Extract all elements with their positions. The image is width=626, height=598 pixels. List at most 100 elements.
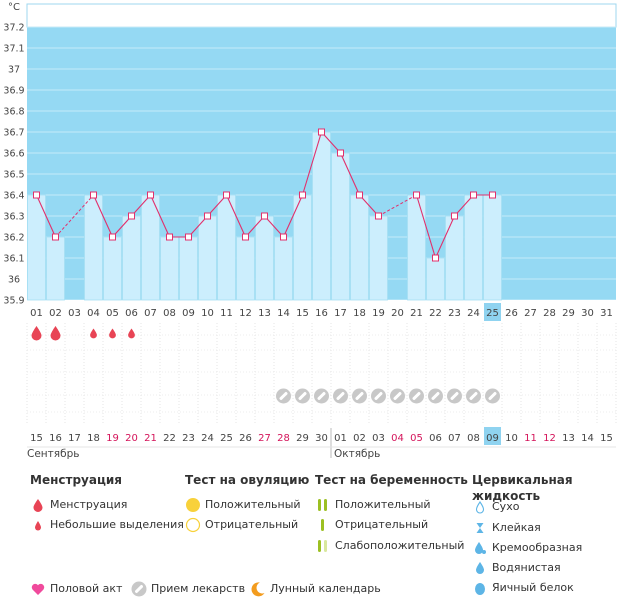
x-tick-label: 12 xyxy=(239,308,252,319)
drop-large-icon xyxy=(33,499,43,512)
x-tick-label: 18 xyxy=(353,308,366,319)
y-tick-label: 36.6 xyxy=(3,149,24,160)
x-tick-label: 10 xyxy=(201,308,214,319)
temperature-bar xyxy=(46,236,65,301)
x-tick-label: 28 xyxy=(543,308,556,319)
calendar-date-label: 09 xyxy=(486,433,499,444)
x-tick-label: 31 xyxy=(600,308,613,319)
calendar-date-label: 29 xyxy=(296,433,309,444)
x-tick-label: 27 xyxy=(524,308,537,319)
temperature-bar xyxy=(84,194,103,301)
medication-mark xyxy=(314,388,329,404)
temperature-point xyxy=(318,128,325,136)
legend-ovulation-positive-label: Положительный xyxy=(205,498,301,511)
temperature-bar xyxy=(312,131,331,301)
temperature-bar xyxy=(407,194,426,301)
month-label: Сентябрь xyxy=(27,448,79,460)
x-tick-label: 22 xyxy=(429,308,442,319)
legend-intercourse: Половой акт xyxy=(30,580,130,598)
medication-mark xyxy=(276,388,291,404)
calendar-date-label: 02 xyxy=(353,433,366,444)
temperature-bar xyxy=(350,194,369,301)
filled-circle-icon xyxy=(186,498,200,512)
legend-intercourse-label: Половой акт xyxy=(50,582,123,595)
pill-line xyxy=(374,392,383,400)
legend-cf-dry-label: Сухо xyxy=(492,500,520,513)
y-tick-label: 35.9 xyxy=(3,296,24,307)
legend-lunar-label: Лунный календарь xyxy=(270,582,381,595)
pill-line xyxy=(317,392,326,400)
legend-lunar: Лунный календарь xyxy=(250,580,381,598)
calendar-date-label: 07 xyxy=(448,433,461,444)
heart-icon xyxy=(31,583,45,595)
calendar-date-label: 10 xyxy=(505,433,518,444)
legend-ovulation-negative-label: Отрицательный xyxy=(205,518,299,531)
y-tick-label: 37.2 xyxy=(3,23,24,34)
x-tick-label: 03 xyxy=(68,308,81,319)
calendar-date-label: 05 xyxy=(410,433,423,444)
calendar-date-label: 22 xyxy=(163,433,176,444)
pill-line xyxy=(412,392,421,400)
temperature-bar xyxy=(141,194,160,301)
temperature-point xyxy=(413,191,420,199)
temperature-line-segment xyxy=(149,194,171,238)
calendar-date-label: 28 xyxy=(277,433,290,444)
medication-mark xyxy=(466,388,481,404)
plot-top-band xyxy=(26,3,617,28)
y-tick-label: 36.4 xyxy=(3,191,24,202)
calendar-date-label: 12 xyxy=(543,433,556,444)
y-tick-label: 36 xyxy=(8,275,20,286)
pill-line xyxy=(450,392,459,400)
temperature-point xyxy=(261,212,268,220)
y-unit-label: °C xyxy=(8,2,20,13)
calendar-date-label: 14 xyxy=(581,433,594,444)
x-tick-label: 26 xyxy=(505,308,518,319)
temperature-gap-segment xyxy=(55,194,94,238)
today-highlight xyxy=(484,303,501,321)
empty-circle-icon xyxy=(185,517,201,533)
temperature-point xyxy=(90,191,97,199)
two-strip-icon xyxy=(318,499,327,511)
medication-mark xyxy=(390,388,405,404)
x-tick-label: 23 xyxy=(448,308,461,319)
weak-strip-icon xyxy=(318,540,327,552)
calendar-date-label: 30 xyxy=(315,433,328,444)
temperature-bar xyxy=(160,236,179,301)
y-tick-label: 36.7 xyxy=(3,128,24,139)
legend-menstruation-title: Менструация xyxy=(30,473,122,487)
legend-ovulation-title: Тест на овуляцию xyxy=(185,473,310,487)
temperature-bar xyxy=(426,257,445,301)
x-tick-label: 08 xyxy=(163,308,176,319)
temperature-bar xyxy=(103,236,122,301)
calendar-date-label: 01 xyxy=(334,433,347,444)
month-label: Октябрь xyxy=(334,448,380,460)
calendar-date-label: 20 xyxy=(125,433,138,444)
x-tick-label: 13 xyxy=(258,308,271,319)
temperature-point xyxy=(375,212,382,220)
x-tick-label: 20 xyxy=(391,308,404,319)
calendar-date-label: 15 xyxy=(30,433,43,444)
water-drop-icon xyxy=(476,562,484,574)
medication-mark xyxy=(409,388,424,404)
medication-mark xyxy=(371,388,386,404)
y-tick-label: 36.3 xyxy=(3,212,24,223)
temperature-bar xyxy=(236,236,255,301)
legend-medication-label: Прием лекарств xyxy=(151,582,246,595)
temperature-bar xyxy=(293,194,312,301)
temperature-point xyxy=(147,191,154,199)
temperature-bar xyxy=(217,194,236,301)
menstruation-drop xyxy=(50,326,61,341)
pill-line xyxy=(298,392,307,400)
spotting-drop xyxy=(90,328,97,339)
y-tick-label: 37.1 xyxy=(3,44,24,55)
egg-white-icon xyxy=(475,583,485,595)
temperature-bar xyxy=(464,194,483,301)
x-tick-label: 14 xyxy=(277,308,290,319)
cream-drop-icon xyxy=(475,542,486,554)
temperature-bar xyxy=(483,194,502,301)
temperature-point xyxy=(166,233,173,241)
legend: Менструация Менструация Небольшие выделе… xyxy=(0,472,626,598)
temperature-bar xyxy=(198,215,217,301)
y-tick-label: 36.2 xyxy=(3,233,24,244)
legend-cervical-title: Цервикальная жидкость xyxy=(472,473,573,503)
